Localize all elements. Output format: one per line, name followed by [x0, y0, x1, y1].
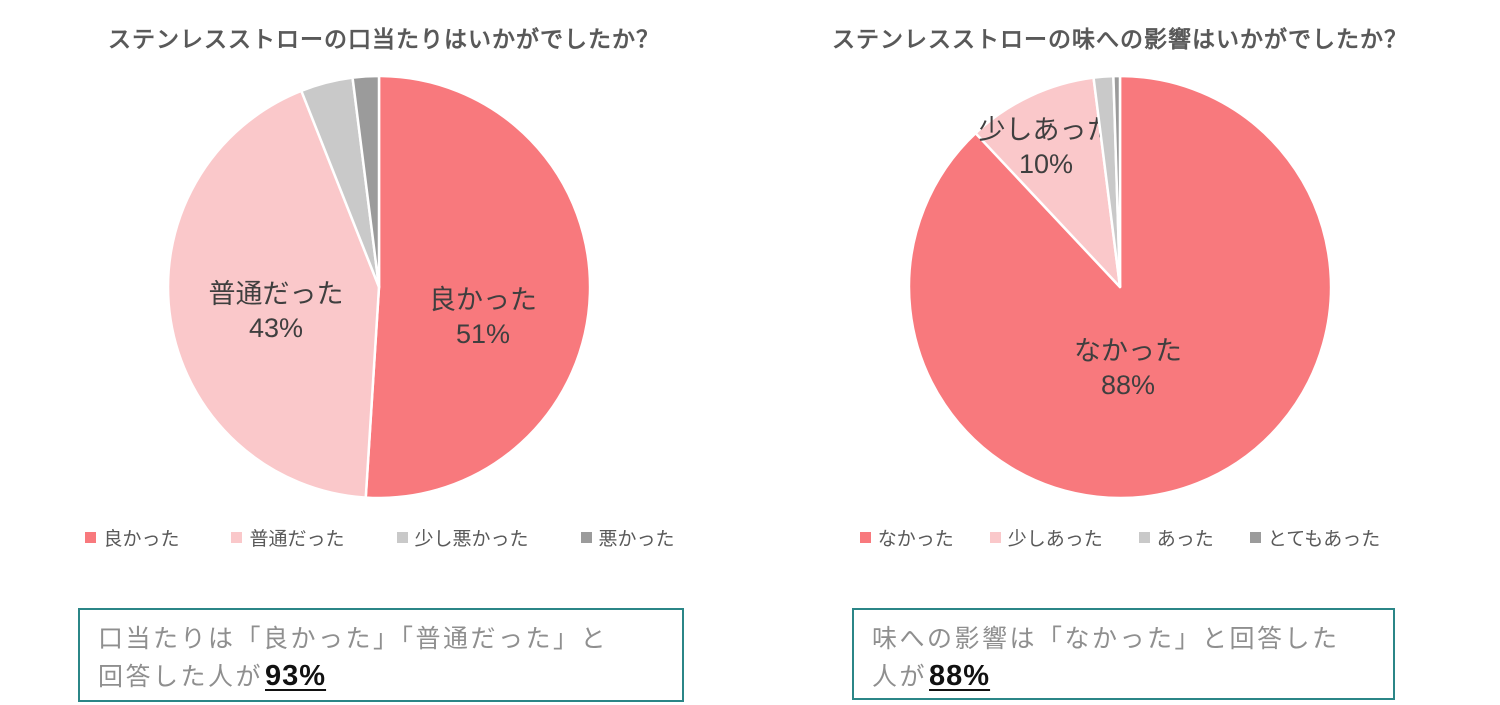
pie-slice-少しあった [974, 76, 1122, 289]
legend-label: 良かった [103, 529, 180, 550]
legend-label: 悪かった [598, 529, 675, 550]
legend-mouthfeel: 良かった 普通だった 少し悪かった 悪かった [40, 524, 720, 551]
legend-marker [85, 532, 97, 543]
pie-chart-taste-impact: なかった 88% 少しあった 10% [907, 74, 1333, 500]
summary-text-line2: 回答した人が93% [98, 658, 664, 696]
legend-label: とてもあった [1267, 529, 1381, 550]
legend-label: なかった [877, 529, 954, 550]
pie-slice-label: 少しあった [979, 115, 1114, 145]
legend-item-少しあった: 少しあった [989, 524, 1103, 551]
summary-text: 回答した人が [98, 663, 264, 691]
legend-marker [396, 532, 408, 543]
pie-slice-label: 良かった [429, 285, 537, 315]
legend-label: 普通だった [249, 529, 345, 550]
legend-item-あった: あった [1138, 524, 1214, 551]
summary-text-line1: 味への影響は「なかった」と回答した [872, 625, 1340, 653]
summary-box-mouthfeel: 口当たりは「良かった」「普通だった」と 回答した人が93% [78, 608, 684, 702]
legend-label: 少し悪かった [414, 529, 529, 550]
summary-text-line2: 人が88% [872, 658, 1375, 696]
chart-title-taste-impact: ステンレスストローの味への影響はいかがでしたか？ [832, 26, 1408, 52]
legend-marker [1249, 532, 1261, 543]
legend-item-なかった: なかった [859, 524, 954, 551]
pie-slice-value: 51% [456, 319, 510, 349]
summary-box-taste-impact: 味への影響は「なかった」と回答した 人が88% [852, 608, 1395, 700]
legend-marker [580, 532, 592, 543]
summary-highlight: 88% [929, 660, 991, 692]
pie-slice-普通だった [166, 89, 381, 499]
summary-text: 人が [872, 663, 928, 691]
pie-chart-mouthfeel: 良かった 51% 普通だった 43% [166, 74, 592, 500]
legend-marker [231, 532, 243, 543]
legend-marker [989, 532, 1001, 543]
chart-title-mouthfeel: ステンレスストローの口当たりはいかがでしたか？ [108, 26, 660, 52]
legend-label: 少しあった [1007, 529, 1103, 550]
pie-slice-label: なかった [1074, 336, 1182, 366]
legend-item-とてもあった: とてもあった [1249, 524, 1381, 551]
pie-slice-label: 普通だった [209, 279, 344, 309]
pie-slice-とてもあった [1112, 74, 1122, 289]
summary-highlight: 93% [265, 660, 327, 692]
legend-item-悪かった: 悪かった [580, 524, 675, 551]
pie-slice-value: 88% [1101, 370, 1155, 400]
pie-slice-悪かった [351, 74, 381, 289]
pie-slice-value: 43% [249, 313, 303, 343]
summary-text-line1: 口当たりは「良かった」「普通だった」と [98, 625, 609, 653]
legend-item-少し悪かった: 少し悪かった [396, 524, 529, 551]
legend-item-普通だった: 普通だった [231, 524, 345, 551]
legend-taste-impact: なかった 少しあった あった とてもあった [810, 524, 1430, 551]
legend-marker [859, 532, 871, 543]
legend-label: あった [1156, 529, 1214, 550]
pie-slice-良かった [364, 74, 592, 500]
legend-marker [1138, 532, 1150, 543]
pie-slice-value: 10% [1019, 149, 1073, 179]
legend-item-良かった: 良かった [85, 524, 179, 551]
